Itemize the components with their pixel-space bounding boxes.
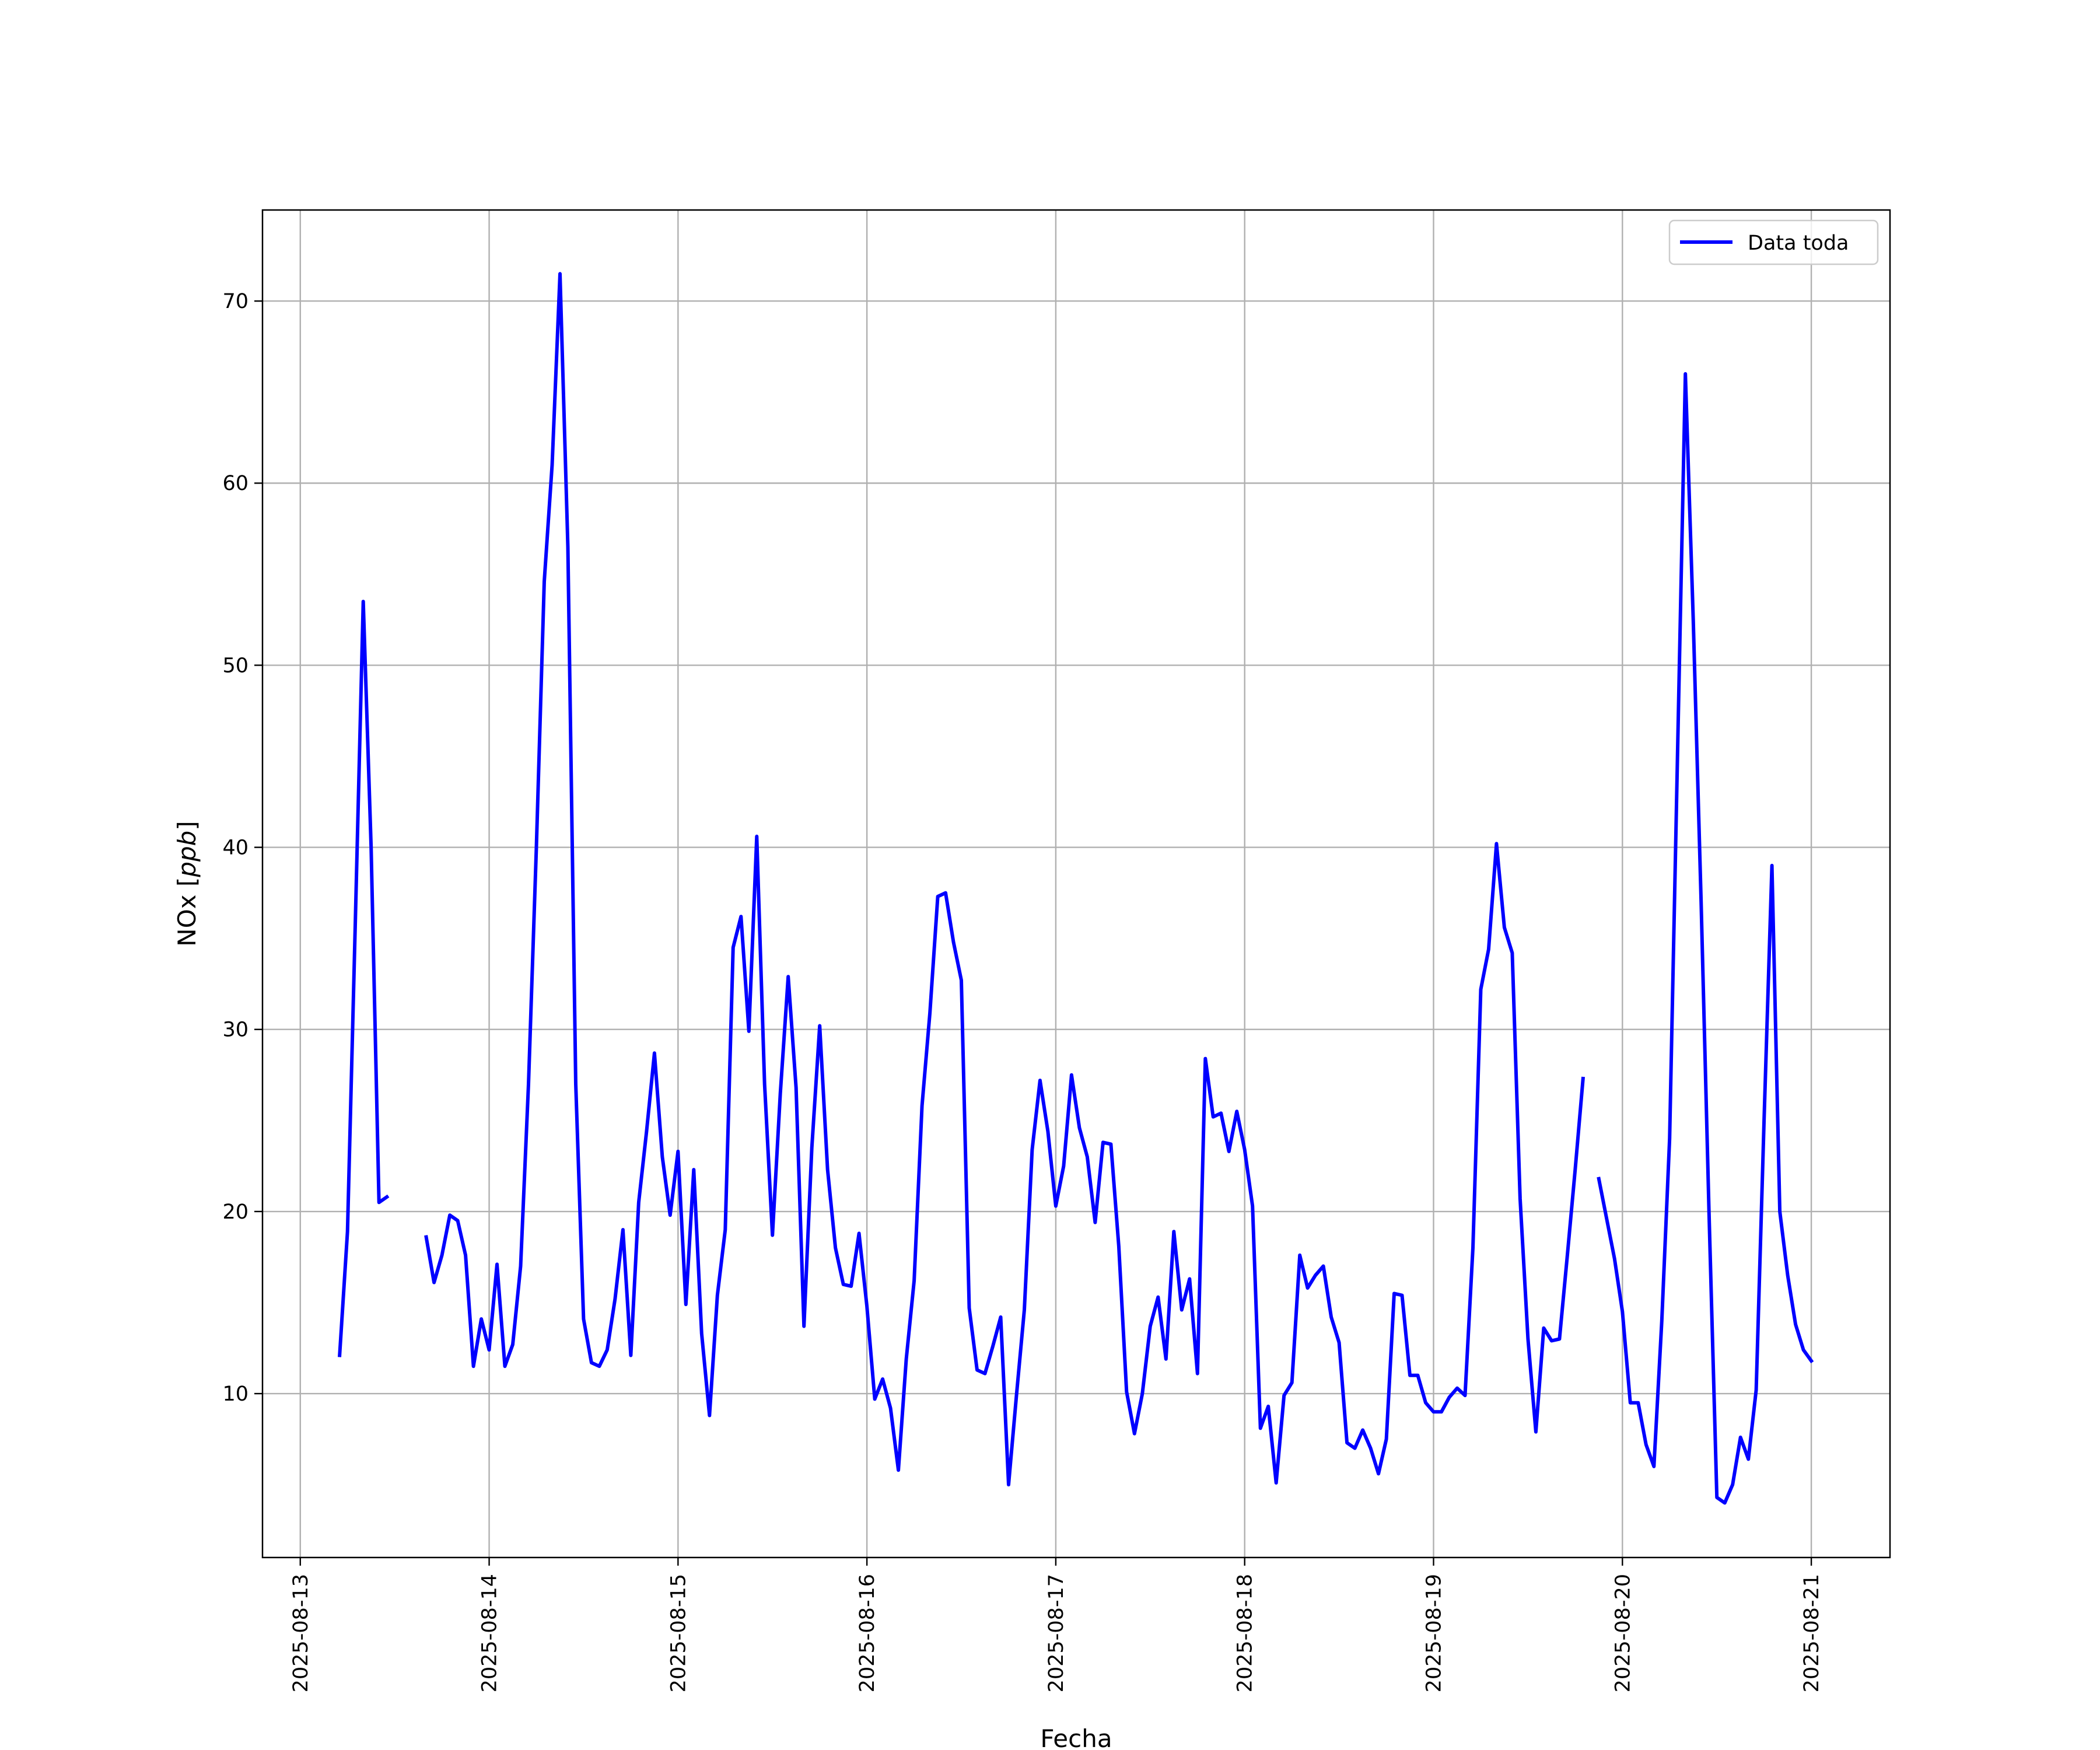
y-tick-label: 60 bbox=[222, 472, 249, 495]
legend-box bbox=[1668, 219, 1879, 265]
y-tick-label: 10 bbox=[222, 1382, 249, 1406]
legend-label: Data toda bbox=[1748, 232, 1849, 255]
x-tick-label: 2025-08-18 bbox=[1234, 1574, 1257, 1692]
grid-lines bbox=[262, 210, 1890, 1558]
y-tick-label: 20 bbox=[222, 1200, 249, 1224]
y-tick-label: 30 bbox=[222, 1019, 249, 1042]
legend: Data toda bbox=[1668, 219, 1879, 265]
y-axis-label: NOx [ppb] bbox=[173, 821, 201, 946]
series-line-segment bbox=[338, 600, 390, 1357]
x-tick-label: 2025-08-20 bbox=[1611, 1574, 1634, 1692]
y-axis: 10 20 30 40 50 60 70 bbox=[222, 290, 262, 1406]
x-axis: 2025-08-13 2025-08-14 2025-08-15 2025-08-16… bbox=[289, 1558, 1824, 1692]
series-line-segment bbox=[1597, 372, 1814, 1505]
x-tick-label: 2025-08-15 bbox=[667, 1574, 690, 1692]
y-axis-label-text: NOx bbox=[173, 887, 201, 947]
y-axis-label-unit: ppb bbox=[173, 831, 201, 878]
y-tick-label: 50 bbox=[222, 654, 249, 677]
x-tick-label: 2025-08-16 bbox=[856, 1574, 879, 1692]
y-tick-label: 70 bbox=[222, 290, 249, 313]
x-axis-label: Fecha bbox=[1040, 1724, 1112, 1750]
series-line-segment bbox=[424, 272, 1586, 1487]
y-axis-label-bracket-close: ] bbox=[173, 821, 201, 830]
x-tick-label: 2025-08-17 bbox=[1045, 1574, 1068, 1692]
x-tick-label: 2025-08-21 bbox=[1800, 1574, 1824, 1692]
plot-area-frame bbox=[261, 209, 1891, 1559]
y-axis-label-bracket-open: [ bbox=[173, 877, 201, 887]
x-tick-label: 2025-08-13 bbox=[289, 1574, 313, 1692]
y-tick-label: 40 bbox=[222, 836, 249, 860]
x-tick-label: 2025-08-19 bbox=[1423, 1574, 1446, 1692]
series-layer bbox=[338, 272, 1814, 1505]
x-tick-label: 2025-08-14 bbox=[478, 1574, 502, 1692]
